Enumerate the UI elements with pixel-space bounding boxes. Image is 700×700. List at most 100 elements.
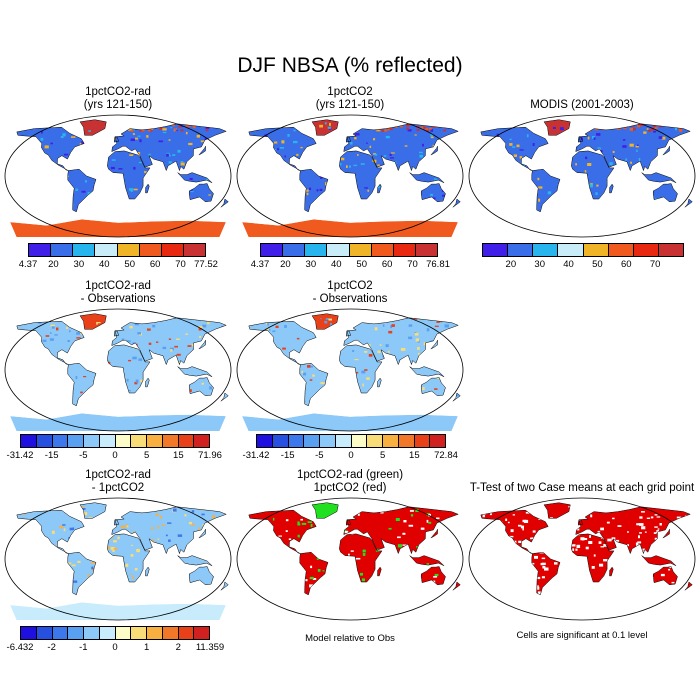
- map-cell: [196, 123, 200, 126]
- map-cell: [40, 137, 44, 141]
- map-cell: [117, 536, 120, 540]
- coastline-indonesia: [409, 366, 445, 378]
- map-cell: [227, 141, 229, 144]
- colorbar-swatch: [21, 627, 37, 639]
- colorbar: [20, 626, 210, 640]
- map-cell: [171, 124, 175, 127]
- map-cell: [542, 562, 546, 565]
- map-cell: [79, 142, 82, 146]
- land-namerica: [16, 510, 85, 554]
- map-cell: [355, 557, 361, 560]
- map-cell: [243, 128, 247, 131]
- map-cell: [639, 532, 642, 534]
- colorbar-tick-label: 30: [73, 259, 85, 270]
- map-cell: [59, 525, 64, 529]
- map-cell: [296, 337, 300, 340]
- coastline-samerica: [531, 168, 561, 213]
- map-cell: [81, 190, 86, 193]
- land-samerica: [299, 552, 328, 595]
- coastline-eurasia: [343, 317, 459, 366]
- map-cell: [309, 576, 314, 580]
- map-cell: [410, 514, 414, 517]
- map-cell: [219, 592, 223, 595]
- map-cell: [180, 161, 184, 163]
- coastline-samerica: [67, 168, 97, 213]
- map-cell: [648, 129, 652, 132]
- map-cell: [505, 518, 508, 521]
- coastline-eurasia: [343, 123, 459, 172]
- land-eurasia: [111, 317, 227, 365]
- map-cell: [79, 332, 84, 335]
- map-border: [4, 114, 232, 238]
- world-map: [468, 114, 696, 238]
- land-japan: [198, 146, 206, 155]
- panel-title-line2: 1pctCO2 (red): [313, 482, 387, 494]
- map-cell: [141, 129, 145, 132]
- colorbar-swatch: [558, 244, 584, 256]
- map-cell: [541, 557, 546, 560]
- map-cell: [190, 190, 194, 193]
- map-cell: [377, 164, 380, 167]
- map-cell: [75, 188, 78, 191]
- coastline-madagascar: [145, 566, 150, 577]
- map-cell: [110, 547, 115, 550]
- coastline-indonesia: [177, 366, 213, 378]
- map-cell: [403, 520, 407, 523]
- map-cell: [281, 140, 285, 144]
- map-cell: [444, 137, 449, 139]
- map-cell: [310, 523, 313, 528]
- colorbar-tick-label: -5: [79, 450, 88, 461]
- map-cell: [519, 149, 524, 151]
- map-cell: [174, 345, 178, 348]
- map-cell: [512, 514, 515, 516]
- map-cell: [266, 327, 269, 331]
- map-cell: [213, 123, 217, 126]
- map-cell: [627, 544, 629, 547]
- map-cell: [430, 193, 433, 197]
- map-cell: [201, 122, 206, 125]
- map-cell: [310, 365, 314, 368]
- map-cell: [596, 184, 599, 187]
- colorbar-swatch: [194, 435, 209, 447]
- map-cell: [75, 376, 78, 380]
- coastline-namerica: [16, 320, 85, 365]
- map-cell: [51, 530, 55, 534]
- map-cell: [434, 388, 438, 390]
- map-cell: [173, 508, 177, 512]
- panel-1pctco2-rad: 1pctCO2-rad (yrs 121-150): [2, 84, 234, 240]
- map-cell: [150, 527, 155, 529]
- map-cell: [60, 136, 64, 138]
- land-australia: [421, 377, 446, 396]
- map-cell: [149, 129, 153, 132]
- map-cell: [585, 156, 588, 160]
- map-cell: [682, 138, 685, 141]
- map-cell: [654, 514, 658, 516]
- map-cell: [593, 137, 596, 140]
- coastline-newzealand: [452, 581, 461, 591]
- map-cell: [360, 163, 365, 165]
- map-cell: [126, 525, 129, 528]
- map-cell: [88, 130, 91, 132]
- map-cell: [622, 145, 627, 148]
- map-cell: [385, 135, 390, 139]
- map-cell: [196, 134, 200, 138]
- map-cell: [66, 326, 69, 329]
- colorbar-tick-label: 71.96: [198, 450, 222, 461]
- map-cell: [414, 317, 418, 320]
- land-africa: [571, 150, 614, 199]
- map-cell: [534, 555, 538, 559]
- colorbar-swatch: [84, 435, 100, 447]
- map-cell: [409, 510, 414, 512]
- map-cell: [50, 332, 52, 334]
- coastline-japan: [430, 340, 438, 350]
- map-cell: [188, 142, 193, 146]
- map-cell: [157, 525, 159, 529]
- map-cell: [129, 154, 134, 156]
- map-cell: [188, 521, 192, 525]
- map-cell: [420, 126, 424, 129]
- map-cell: [324, 122, 327, 125]
- map-cell: [479, 136, 482, 139]
- panel-title-line1: T-Test of two Case means at each grid po…: [469, 482, 695, 494]
- panel-title-line1: 1pctCO2-rad (green): [296, 469, 404, 481]
- map-cell: [433, 178, 437, 182]
